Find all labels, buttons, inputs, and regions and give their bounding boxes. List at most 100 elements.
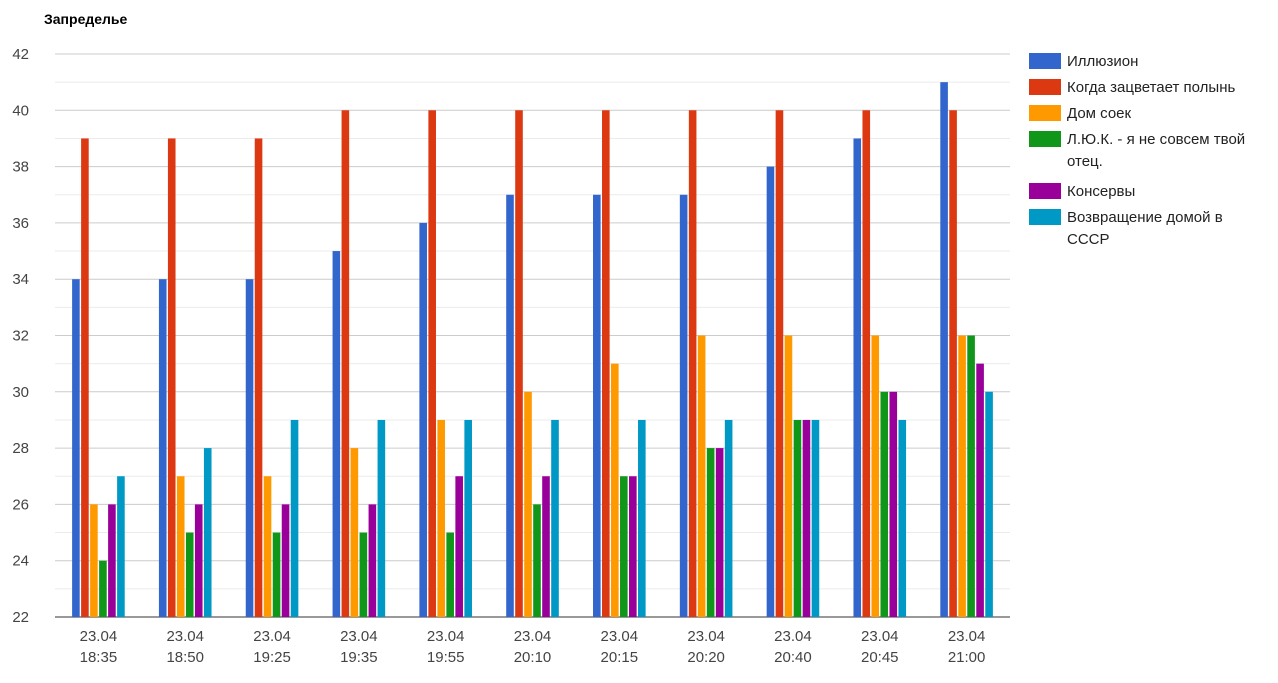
bar [281,504,290,617]
bar [158,279,167,617]
bar [72,279,80,617]
bars [72,82,993,618]
bar [437,419,445,617]
bar [898,419,907,617]
y-tick-label: 28 [12,440,29,457]
x-tick-label: 20:40 [774,649,812,666]
y-tick-label: 24 [12,553,29,570]
bar [359,532,368,617]
legend-label: Консервы [1067,183,1135,200]
bar [784,335,793,617]
x-tick-label: 20:45 [861,649,899,666]
bar [272,532,281,617]
y-tick-label: 22 [12,609,29,626]
bar [90,504,98,617]
bar [811,419,820,617]
bar [775,110,784,618]
bar [368,504,377,617]
y-tick-label: 34 [12,271,29,288]
bar [940,82,948,617]
x-tick-label: 23.04 [166,628,204,645]
bar [455,476,463,617]
legend-swatch [1029,209,1061,225]
bar [958,335,966,617]
bar [629,476,637,617]
legend-label: СССР [1067,231,1110,248]
x-tick-label: 23.04 [774,628,812,645]
bar [464,419,472,617]
bar [117,476,125,617]
legend-swatch [1029,79,1061,95]
x-tick-label: 23.04 [601,628,639,645]
legend-label: Когда зацветает полынь [1067,79,1235,96]
y-tick-label: 38 [12,159,29,176]
legend-swatch [1029,183,1061,199]
bar [203,448,212,617]
legend-swatch [1029,131,1061,147]
x-tick-label: 23.04 [514,628,552,645]
x-tick-label: 19:25 [253,649,291,666]
bar [853,138,862,617]
bar [341,110,350,618]
x-tick-label: 23.04 [340,628,378,645]
y-tick-label: 30 [12,384,29,401]
y-tick-label: 42 [12,46,29,63]
bar [985,391,993,617]
x-tick-label: 23.04 [687,628,725,645]
bar [593,194,601,617]
legend-label: отец. [1067,153,1103,170]
y-tick-label: 26 [12,496,29,513]
x-tick-label: 23.04 [948,628,986,645]
chart-title: Запределье [44,11,128,27]
bar [377,419,386,617]
x-tick-label: 23.04 [427,628,465,645]
bar [332,251,341,618]
x-tick-label: 20:20 [687,649,725,666]
bar [802,419,811,617]
bar [542,476,550,617]
bar [350,448,359,617]
x-tick-label: 21:00 [948,649,986,666]
y-tick-label: 40 [12,102,29,119]
bar [793,419,802,617]
legend: Иллюзион Когда зацветает полынь Дом соек Л.… [1029,53,1245,248]
bar [949,110,957,618]
bar [81,138,89,617]
legend-label: Иллюзион [1067,53,1138,70]
bar [506,194,514,617]
bar [176,476,185,617]
legend-swatch [1029,105,1061,121]
bar [245,279,254,617]
bar [871,335,880,617]
bar [679,194,688,617]
bar [99,560,107,617]
bar [889,391,898,617]
x-tick-label: 19:55 [427,649,465,666]
bar [194,504,203,617]
bar [688,110,697,618]
bar [167,138,176,617]
legend-label: Возвращение домой в [1067,209,1223,226]
bar [533,504,541,617]
y-axis: 22 24 26 28 30 32 34 36 38 40 42 [12,46,29,626]
bar [185,532,194,617]
bar [428,110,436,618]
bar [254,138,263,617]
bar [967,335,975,617]
x-tick-label: 19:35 [340,649,378,666]
x-tick-label: 23.04 [253,628,291,645]
bar [976,363,984,617]
bar [419,222,427,617]
bar [290,419,299,617]
bar [611,363,619,617]
legend-swatch [1029,53,1061,69]
bar [108,504,116,617]
bar [766,166,775,617]
legend-label: Л.Ю.К. - я не совсем твой [1067,131,1245,148]
bar [446,532,454,617]
bar [880,391,889,617]
bar [715,448,724,617]
legend-label: Дом соек [1067,105,1132,122]
bar [697,335,706,617]
